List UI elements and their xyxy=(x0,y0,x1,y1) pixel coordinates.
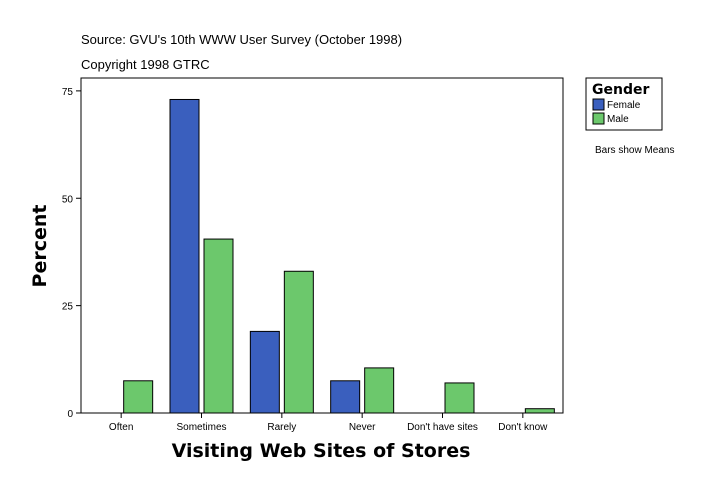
y-tick-label: 75 xyxy=(62,87,74,98)
bar-male xyxy=(283,270,314,414)
x-axis-label: Visiting Web Sites of Stores xyxy=(172,440,471,462)
bar-male xyxy=(123,380,154,414)
legend-swatch-male xyxy=(592,112,605,125)
x-tick-label: Never xyxy=(349,422,376,433)
x-tick-label: Don't know xyxy=(498,422,548,433)
y-axis-ticks: 0 25 50 75 xyxy=(62,87,81,420)
legend-label-male: Male xyxy=(607,114,629,125)
bars xyxy=(123,98,555,414)
source-text: Source: GVU's 10th WWW User Survey (Octo… xyxy=(81,32,402,47)
x-axis-ticks: Often Sometimes Rarely Never Don't have site… xyxy=(109,413,548,433)
bar-male xyxy=(524,408,555,414)
x-tick-label: Don't have sites xyxy=(407,422,478,433)
legend-label-female: Female xyxy=(607,100,641,111)
legend-swatch-female xyxy=(592,98,605,111)
bar-female xyxy=(169,98,200,414)
bar-male xyxy=(444,382,475,414)
x-tick-label: Rarely xyxy=(267,422,296,433)
legend-items: Female Male xyxy=(592,98,641,125)
x-tick-label: Sometimes xyxy=(176,422,226,433)
y-tick-label: 25 xyxy=(62,302,74,313)
legend-note: Bars show Means xyxy=(595,145,674,156)
bar-male xyxy=(203,238,234,414)
y-axis-label: Percent xyxy=(29,205,51,288)
plot-frame xyxy=(80,77,564,414)
y-tick-label: 50 xyxy=(62,194,74,205)
bar-female xyxy=(330,380,361,414)
x-tick-label: Often xyxy=(109,422,133,433)
legend-title: Gender xyxy=(592,82,649,98)
bar-female xyxy=(249,330,280,414)
bar-male xyxy=(364,367,395,414)
copyright-text: Copyright 1998 GTRC xyxy=(81,57,210,72)
y-tick-label: 0 xyxy=(67,409,73,420)
